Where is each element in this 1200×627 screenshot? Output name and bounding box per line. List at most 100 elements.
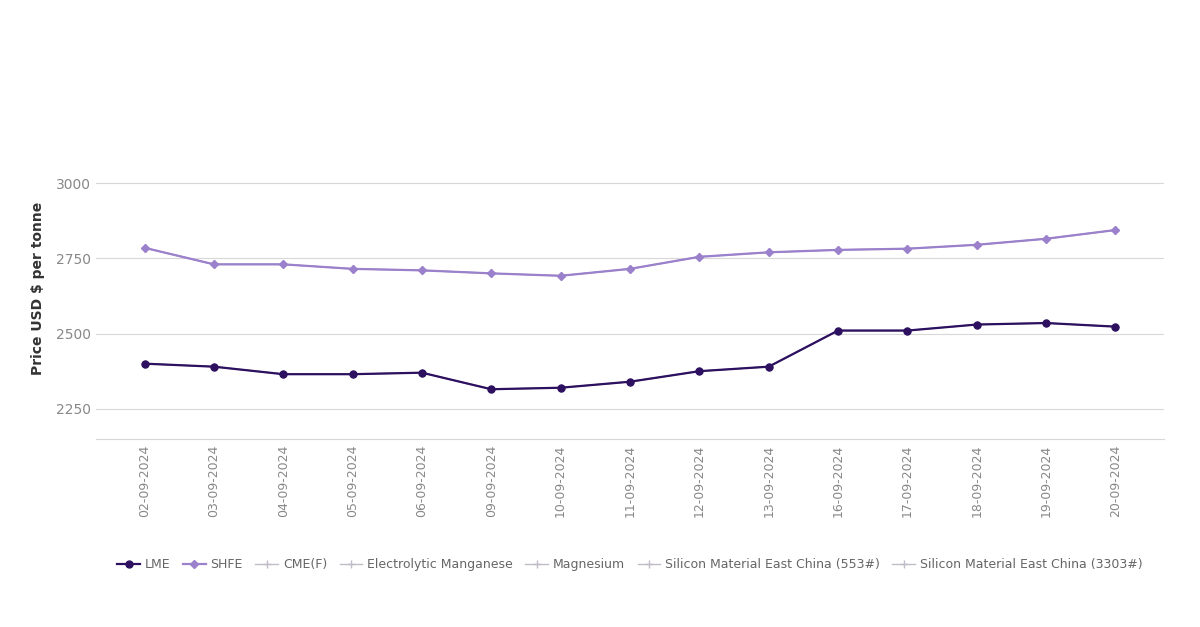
- Electrolytic Manganese: [970, 321, 984, 329]
- Silicon Material East China (553#): [137, 244, 151, 251]
- Magnesium: [1109, 323, 1123, 330]
- Silicon Material East China (553#): [484, 270, 498, 277]
- LME: [137, 360, 151, 367]
- CME(F): [692, 367, 707, 375]
- CME(F): [762, 363, 776, 371]
- Magnesium: [900, 327, 914, 334]
- Electrolytic Manganese: [206, 363, 221, 371]
- Line: Magnesium: Magnesium: [140, 319, 1120, 393]
- CME(F): [553, 384, 568, 391]
- LME: [484, 386, 498, 393]
- Silicon Material East China (3303#): [276, 261, 290, 268]
- LME: [206, 363, 221, 371]
- SHFE: [692, 253, 707, 261]
- CME(F): [137, 360, 151, 367]
- Electrolytic Manganese: [346, 371, 360, 378]
- Silicon Material East China (553#): [553, 272, 568, 280]
- Silicon Material East China (553#): [900, 245, 914, 253]
- SHFE: [206, 261, 221, 268]
- CME(F): [900, 327, 914, 334]
- CME(F): [1039, 319, 1054, 327]
- Silicon Material East China (553#): [346, 265, 360, 273]
- SHFE: [1109, 226, 1123, 234]
- Silicon Material East China (3303#): [762, 248, 776, 256]
- Magnesium: [415, 369, 430, 376]
- Silicon Material East China (553#): [1039, 235, 1054, 243]
- Electrolytic Manganese: [762, 363, 776, 371]
- Magnesium: [137, 360, 151, 367]
- Magnesium: [346, 371, 360, 378]
- SHFE: [830, 246, 845, 254]
- Legend: LME, SHFE, CME(F), Electrolytic Manganese, Magnesium, Silicon Material East Chin: LME, SHFE, CME(F), Electrolytic Manganes…: [113, 554, 1147, 576]
- CME(F): [970, 321, 984, 329]
- CME(F): [484, 386, 498, 393]
- LME: [553, 384, 568, 391]
- Silicon Material East China (3303#): [1109, 226, 1123, 234]
- Silicon Material East China (3303#): [137, 244, 151, 251]
- Magnesium: [692, 367, 707, 375]
- CME(F): [623, 378, 637, 386]
- Line: Electrolytic Manganese: Electrolytic Manganese: [140, 319, 1120, 393]
- CME(F): [206, 363, 221, 371]
- CME(F): [415, 369, 430, 376]
- Silicon Material East China (553#): [970, 241, 984, 248]
- Line: CME(F): CME(F): [140, 319, 1120, 393]
- CME(F): [276, 371, 290, 378]
- SHFE: [623, 265, 637, 273]
- Magnesium: [484, 386, 498, 393]
- Electrolytic Manganese: [692, 367, 707, 375]
- Line: SHFE: SHFE: [142, 227, 1118, 278]
- LME: [623, 378, 637, 386]
- Electrolytic Manganese: [137, 360, 151, 367]
- Silicon Material East China (553#): [623, 265, 637, 273]
- SHFE: [553, 272, 568, 280]
- Electrolytic Manganese: [553, 384, 568, 391]
- LME: [346, 371, 360, 378]
- Silicon Material East China (3303#): [900, 245, 914, 253]
- LME: [1109, 323, 1123, 330]
- SHFE: [970, 241, 984, 248]
- Silicon Material East China (553#): [415, 266, 430, 274]
- Silicon Material East China (553#): [276, 261, 290, 268]
- SHFE: [484, 270, 498, 277]
- Silicon Material East China (3303#): [692, 253, 707, 261]
- Electrolytic Manganese: [900, 327, 914, 334]
- Electrolytic Manganese: [276, 371, 290, 378]
- Y-axis label: Price USD $ per tonne: Price USD $ per tonne: [31, 202, 46, 375]
- LME: [276, 371, 290, 378]
- Magnesium: [830, 327, 845, 334]
- Silicon Material East China (553#): [1109, 226, 1123, 234]
- LME: [970, 321, 984, 329]
- Silicon Material East China (3303#): [623, 265, 637, 273]
- Silicon Material East China (3303#): [830, 246, 845, 254]
- Line: Silicon Material East China (3303#): Silicon Material East China (3303#): [140, 226, 1120, 280]
- Line: Silicon Material East China (553#): Silicon Material East China (553#): [140, 226, 1120, 280]
- Silicon Material East China (553#): [830, 246, 845, 254]
- SHFE: [900, 245, 914, 253]
- Silicon Material East China (553#): [762, 248, 776, 256]
- Silicon Material East China (3303#): [346, 265, 360, 273]
- Line: LME: LME: [142, 320, 1118, 393]
- Silicon Material East China (3303#): [206, 261, 221, 268]
- Silicon Material East China (3303#): [553, 272, 568, 280]
- SHFE: [1039, 235, 1054, 243]
- Electrolytic Manganese: [484, 386, 498, 393]
- Magnesium: [762, 363, 776, 371]
- SHFE: [276, 261, 290, 268]
- CME(F): [346, 371, 360, 378]
- LME: [692, 367, 707, 375]
- Electrolytic Manganese: [1039, 319, 1054, 327]
- Silicon Material East China (3303#): [415, 266, 430, 274]
- Magnesium: [553, 384, 568, 391]
- Electrolytic Manganese: [623, 378, 637, 386]
- Silicon Material East China (3303#): [1039, 235, 1054, 243]
- SHFE: [415, 266, 430, 274]
- CME(F): [830, 327, 845, 334]
- Electrolytic Manganese: [830, 327, 845, 334]
- Silicon Material East China (3303#): [484, 270, 498, 277]
- LME: [1039, 319, 1054, 327]
- Electrolytic Manganese: [415, 369, 430, 376]
- LME: [830, 327, 845, 334]
- CME(F): [1109, 323, 1123, 330]
- Magnesium: [206, 363, 221, 371]
